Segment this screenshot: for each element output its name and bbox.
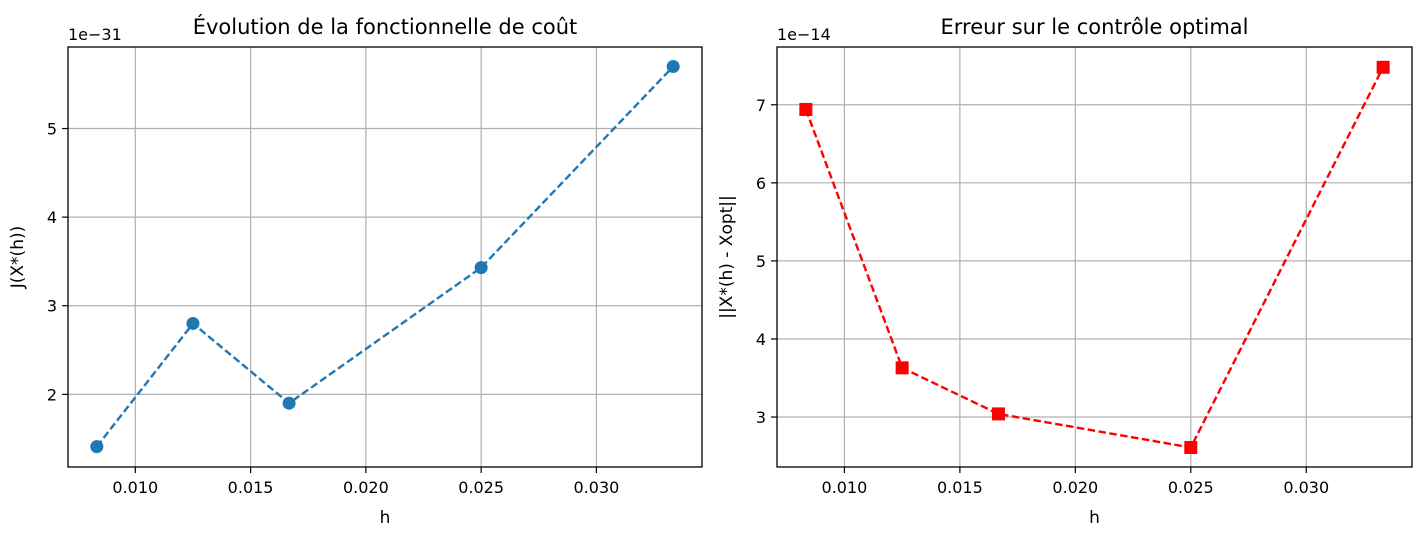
- chart-0-series-line: [95, 65, 675, 448]
- chart-0-y-tick-label: 3: [47, 297, 57, 316]
- chart-0-x-tick-label: 0.010: [112, 478, 158, 497]
- chart-cost-functional: 0.010 0.015 0.020 0.025 0.030 2 3 4 5 1e−31 Évolut…: [8, 14, 703, 528]
- chart-0-data-point: [474, 261, 488, 275]
- chart-0-data-point: [282, 396, 296, 410]
- chart-1-offset-label: 1e−14: [777, 25, 831, 44]
- chart-1-series-line: [804, 66, 1385, 449]
- chart-0-x-tick-label: 0.015: [228, 478, 274, 497]
- chart-1-y-tick-label: 4: [756, 330, 766, 349]
- chart-0-x-tick-label: 0.025: [458, 478, 504, 497]
- chart-1-data-point: [895, 361, 909, 375]
- chart-1-data-point: [1184, 440, 1198, 454]
- chart-1-y-axis-label: ||X*(h) - Xopt||: [717, 195, 737, 319]
- chart-0-axes-frame: [67, 46, 703, 468]
- chart-1-axes-frame: [776, 46, 1413, 468]
- chart-0-data-point: [90, 440, 104, 454]
- chart-1-y-tick-label: 6: [756, 174, 766, 193]
- chart-0-x-tick-label: 0.020: [343, 478, 389, 497]
- chart-1-x-tick-label: 0.010: [822, 478, 868, 497]
- chart-1-x-tick-label: 0.030: [1283, 478, 1329, 497]
- chart-1-x-tick-label: 0.015: [937, 478, 983, 497]
- chart-1-title: Erreur sur le contrôle optimal: [940, 15, 1248, 39]
- chart-1-data-point: [799, 102, 813, 116]
- chart-1-data-point: [991, 407, 1005, 421]
- chart-1-x-tick-label: 0.020: [1052, 478, 1098, 497]
- chart-1-y-tick-label: 7: [756, 96, 766, 115]
- chart-control-error: 0.010 0.015 0.020 0.025 0.030 3 4 5 6 7 1e−14 Erreu…: [717, 15, 1413, 528]
- chart-0-offset-label: 1e−31: [68, 25, 122, 44]
- chart-0-data-point: [666, 59, 680, 73]
- chart-1-y-tick-label: 5: [756, 252, 766, 271]
- chart-0-data-point: [186, 316, 200, 330]
- chart-0-y-axis-label: J(X*(h)): [8, 226, 28, 289]
- chart-0-title: Évolution de la fonctionnelle de coût: [193, 14, 578, 39]
- chart-0-y-tick-label: 2: [47, 385, 57, 404]
- chart-0-x-tick-label: 0.030: [574, 478, 620, 497]
- chart-1-x-axis-label: h: [1089, 508, 1100, 528]
- chart-0-y-tick-label: 4: [47, 208, 57, 227]
- chart-1-x-tick-label: 0.025: [1168, 478, 1214, 497]
- chart-1-y-tick-label: 3: [756, 408, 766, 427]
- chart-0-x-axis-label: h: [380, 508, 391, 528]
- chart-0-y-tick-label: 5: [47, 120, 57, 139]
- chart-1-data-point: [1376, 60, 1390, 74]
